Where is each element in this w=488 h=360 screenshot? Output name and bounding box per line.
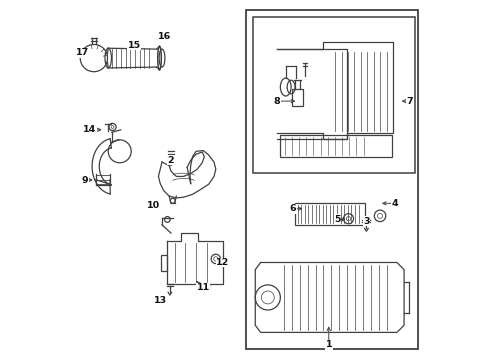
Text: 7: 7 [406, 96, 412, 105]
Text: 13: 13 [153, 296, 166, 305]
Text: 12: 12 [216, 258, 229, 267]
Text: 9: 9 [81, 176, 88, 185]
Bar [253, 17, 414, 173]
Text: 11: 11 [196, 283, 209, 292]
Bar [292, 89, 303, 107]
Bar [280, 135, 391, 157]
Text: 4: 4 [391, 199, 398, 208]
Bar [246, 10, 418, 348]
Bar [161, 255, 167, 271]
Text: 1: 1 [325, 341, 331, 350]
Text: 15: 15 [127, 41, 141, 50]
Text: 2: 2 [167, 156, 174, 165]
Text: 10: 10 [146, 201, 159, 210]
Text: 16: 16 [158, 32, 171, 41]
Text: 3: 3 [363, 217, 369, 226]
Text: 5: 5 [334, 215, 340, 224]
Text: 14: 14 [83, 125, 96, 134]
Bar [294, 203, 364, 225]
Text: 6: 6 [289, 204, 296, 213]
Text: 17: 17 [76, 48, 89, 57]
Text: 8: 8 [273, 96, 280, 105]
